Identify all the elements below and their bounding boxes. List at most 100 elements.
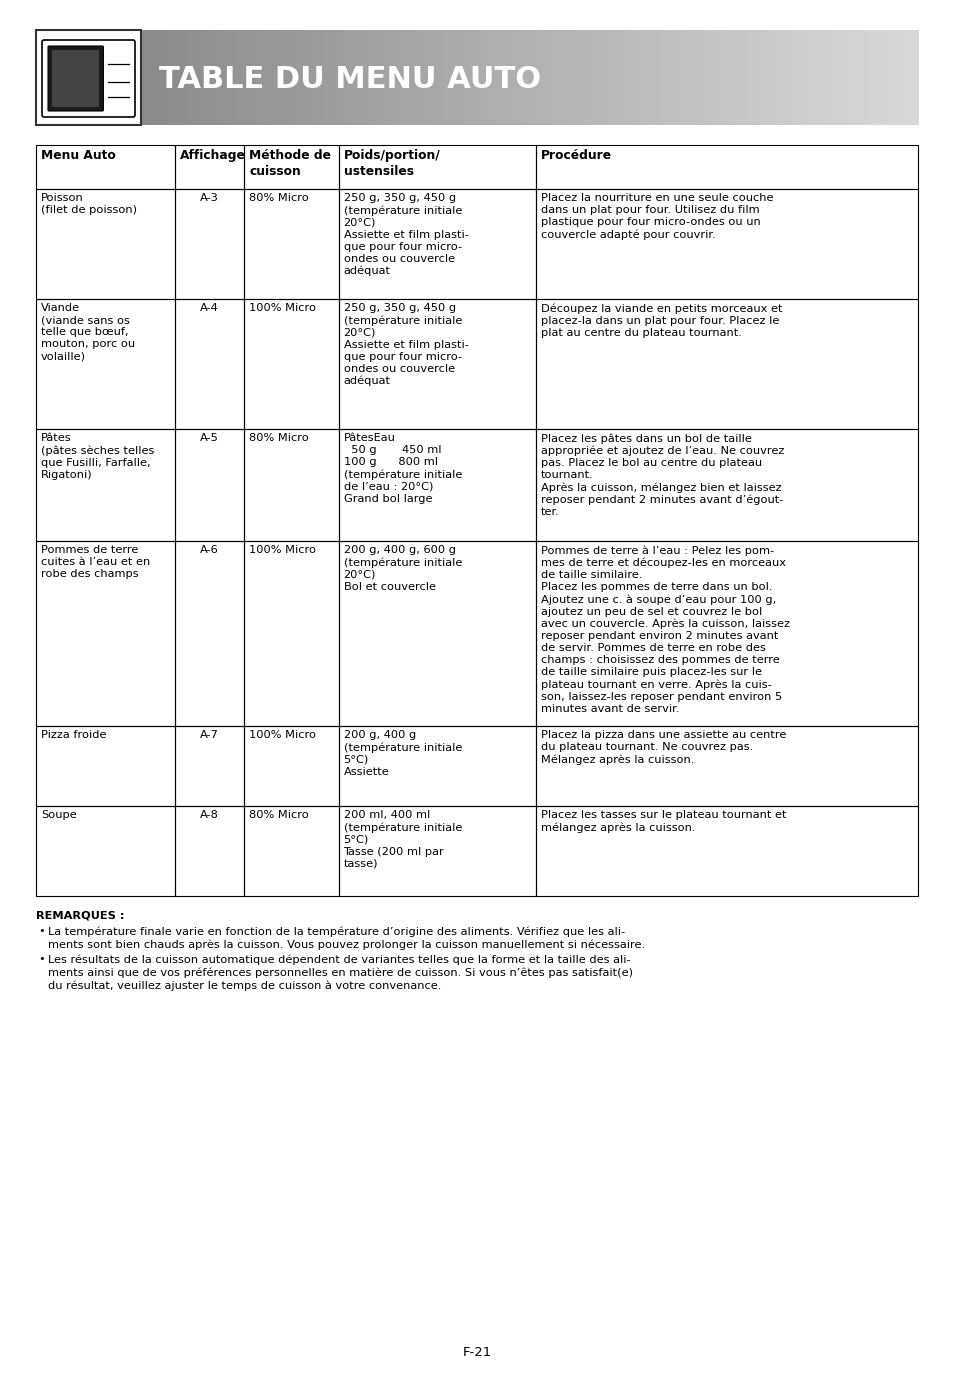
Bar [908, 30, 914, 124]
Bar [155, 30, 160, 124]
Bar [411, 30, 416, 124]
Bar [168, 30, 173, 124]
Bar [536, 145, 917, 189]
Bar [97, 30, 103, 124]
Bar [292, 30, 297, 124]
Bar [599, 30, 605, 124]
Bar [58, 30, 64, 124]
Bar [536, 806, 917, 896]
Text: Soupe: Soupe [41, 810, 76, 820]
Text: A-3: A-3 [200, 193, 219, 203]
Bar [776, 30, 781, 124]
Bar [433, 30, 437, 124]
Bar [882, 30, 887, 124]
Bar [507, 30, 513, 124]
Bar [851, 30, 857, 124]
Bar [344, 30, 350, 124]
Text: Menu Auto: Menu Auto [41, 149, 115, 162]
Bar [860, 30, 865, 124]
Bar [36, 30, 141, 124]
Bar [683, 30, 689, 124]
Bar [75, 30, 81, 124]
Bar [727, 30, 733, 124]
Bar [309, 30, 314, 124]
Bar [441, 30, 447, 124]
Bar [498, 30, 504, 124]
Bar [295, 30, 301, 124]
Bar [85, 30, 90, 124]
Bar [389, 30, 394, 124]
Bar [459, 30, 464, 124]
Bar [379, 30, 385, 124]
Bar [203, 30, 209, 124]
Bar [175, 726, 244, 806]
Bar [327, 30, 333, 124]
Bar [36, 540, 175, 726]
Text: 100% Micro: 100% Micro [249, 303, 315, 312]
Text: F-21: F-21 [462, 1346, 491, 1359]
Bar [604, 30, 610, 124]
Bar [723, 30, 729, 124]
Bar [428, 30, 434, 124]
Bar [62, 30, 68, 124]
Bar [873, 30, 879, 124]
Bar [340, 30, 345, 124]
Bar [635, 30, 640, 124]
Bar [631, 30, 636, 124]
Bar [574, 30, 578, 124]
Bar [476, 30, 482, 124]
Bar [415, 30, 420, 124]
Bar [542, 30, 548, 124]
Bar [314, 30, 319, 124]
Text: A-6: A-6 [200, 545, 219, 556]
Bar [260, 30, 266, 124]
Text: A-7: A-7 [200, 730, 219, 739]
Bar [221, 30, 227, 124]
Bar [856, 30, 861, 124]
Bar [824, 30, 830, 124]
Bar [802, 30, 808, 124]
Bar [719, 30, 724, 124]
Bar [494, 30, 499, 124]
Bar [512, 30, 517, 124]
Bar [234, 30, 239, 124]
Bar [864, 30, 869, 124]
Bar [737, 30, 741, 124]
Bar [732, 30, 738, 124]
Bar [283, 30, 288, 124]
Bar [463, 30, 469, 124]
Bar [252, 30, 257, 124]
Bar [450, 30, 456, 124]
Bar [318, 30, 323, 124]
Bar [36, 428, 175, 540]
Bar [175, 806, 244, 896]
Bar [238, 30, 244, 124]
Bar [393, 30, 398, 124]
Bar [194, 30, 200, 124]
Bar [45, 30, 51, 124]
Bar [816, 30, 821, 124]
Bar [305, 30, 310, 124]
Bar [151, 30, 156, 124]
Bar [759, 30, 764, 124]
Bar [335, 30, 341, 124]
Bar [569, 30, 575, 124]
Bar [666, 30, 671, 124]
Bar [833, 30, 839, 124]
Bar [697, 30, 702, 124]
Bar [653, 30, 659, 124]
Bar [762, 30, 768, 124]
Bar [338, 540, 536, 726]
Bar [338, 806, 536, 896]
Bar [129, 30, 133, 124]
Bar [137, 30, 143, 124]
Bar [175, 189, 244, 299]
Text: Découpez la viande en petits morceaux et
placez-la dans un plat pour four. Place: Découpez la viande en petits morceaux et… [540, 303, 781, 337]
Bar [244, 189, 338, 299]
Bar [248, 30, 253, 124]
Bar [175, 540, 244, 726]
Bar [807, 30, 812, 124]
Bar [256, 30, 262, 124]
Bar [455, 30, 460, 124]
Bar [490, 30, 496, 124]
